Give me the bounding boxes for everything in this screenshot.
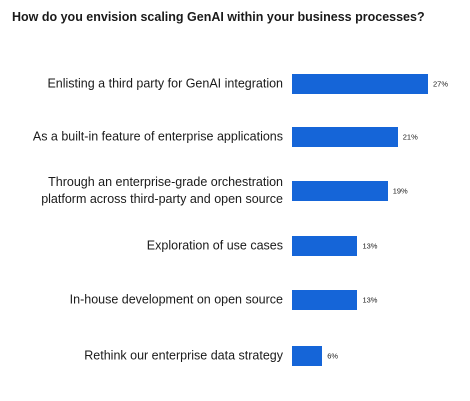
bar-value-label: 13% xyxy=(362,295,378,305)
bar xyxy=(292,127,398,147)
bar-row: In-house development on open source 13% xyxy=(0,280,470,320)
bar-row: Exploration of use cases 13% xyxy=(0,226,470,266)
bar-value-label: 19% xyxy=(392,186,408,196)
bar xyxy=(292,290,358,310)
bar-category-label: Exploration of use cases xyxy=(146,238,283,253)
bar-row: Enlisting a third party for GenAI integr… xyxy=(0,64,470,104)
bar-category-label: As a built-in feature of enterprise appl… xyxy=(32,129,283,144)
bar-row: Through an enterprise-grade orchestratio… xyxy=(0,171,470,211)
bar xyxy=(292,346,323,366)
bar-value-label: 21% xyxy=(402,132,418,142)
bar-row: Rethink our enterprise data strategy 6% xyxy=(0,336,470,376)
bar xyxy=(292,236,358,256)
bar-category-label: Through an enterprise-grade orchestratio… xyxy=(41,175,283,206)
bar-category-label: In-house development on open source xyxy=(69,292,283,307)
bar-category-label: Enlisting a third party for GenAI integr… xyxy=(47,76,283,91)
bar xyxy=(292,181,388,201)
bar-category-label: Rethink our enterprise data strategy xyxy=(84,348,283,363)
bar-value-label: 27% xyxy=(433,79,449,89)
bar-value-label: 6% xyxy=(327,351,339,361)
bar xyxy=(292,74,428,94)
chart-title: How do you envision scaling GenAI within… xyxy=(12,10,425,24)
bar-value-label: 13% xyxy=(362,241,378,251)
bar-row: As a built-in feature of enterprise appl… xyxy=(0,117,470,157)
